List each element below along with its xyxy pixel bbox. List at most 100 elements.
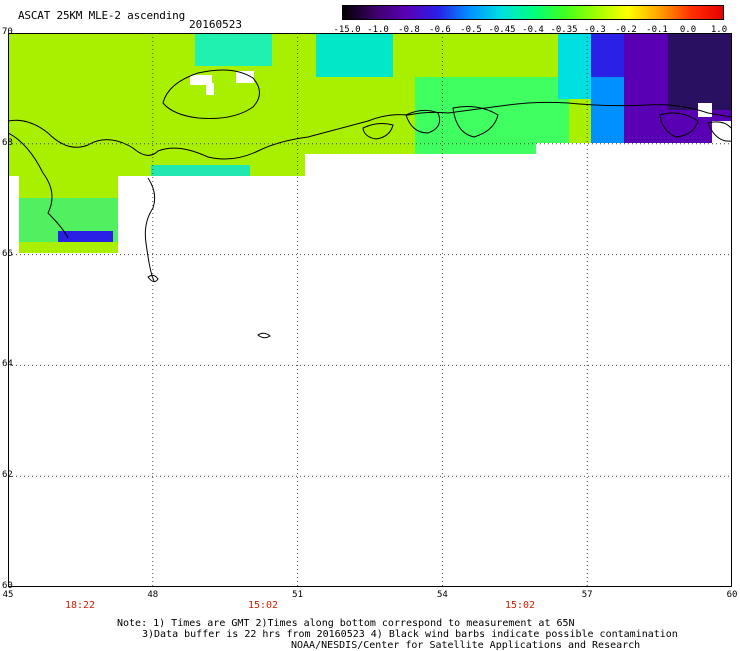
data-cell <box>459 110 470 121</box>
data-cell <box>8 44 19 55</box>
data-cell <box>85 88 96 99</box>
data-cell <box>195 88 206 99</box>
data-cell <box>74 77 85 88</box>
data-cell <box>514 44 525 55</box>
data-cell <box>327 99 338 110</box>
data-cell <box>393 44 404 55</box>
data-cell <box>481 121 492 132</box>
data-cell <box>580 33 591 44</box>
data-cell <box>393 55 404 66</box>
data-cell <box>217 165 228 176</box>
data-cell <box>107 44 118 55</box>
data-cell <box>173 33 184 44</box>
data-cell <box>272 88 283 99</box>
data-cell <box>305 77 316 88</box>
data-cell <box>96 132 107 143</box>
data-cell <box>690 77 701 88</box>
data-cell <box>129 66 140 77</box>
data-cell <box>63 33 74 44</box>
data-cell <box>437 143 448 154</box>
data-cell <box>206 143 217 154</box>
data-cell <box>107 33 118 44</box>
data-cell <box>470 33 481 44</box>
data-cell <box>492 143 503 154</box>
data-cell <box>250 33 261 44</box>
data-cell <box>316 143 327 154</box>
data-cell <box>8 132 19 143</box>
data-cell <box>536 99 547 110</box>
data-cell <box>184 99 195 110</box>
data-cell <box>624 121 635 132</box>
data-cell <box>426 88 437 99</box>
data-cell <box>129 55 140 66</box>
data-cell <box>404 66 415 77</box>
data-cell <box>690 99 701 110</box>
data-cell <box>96 165 107 176</box>
data-cell <box>679 55 690 66</box>
latitude-label: 60 <box>2 581 13 591</box>
data-cell <box>503 77 514 88</box>
data-cell <box>85 33 96 44</box>
data-cell <box>217 110 228 121</box>
data-cell <box>294 165 305 176</box>
data-cell <box>514 132 525 143</box>
data-cell <box>250 66 261 77</box>
data-cell <box>558 55 569 66</box>
data-cell <box>272 66 283 77</box>
data-cell <box>602 66 613 77</box>
data-cell <box>448 66 459 77</box>
data-cell <box>30 77 41 88</box>
data-cell <box>239 143 250 154</box>
data-cell <box>8 154 19 165</box>
data-cell <box>635 55 646 66</box>
data-cell <box>102 231 113 242</box>
data-cell <box>52 77 63 88</box>
data-cell <box>635 66 646 77</box>
data-cell <box>228 88 239 99</box>
data-cell <box>338 44 349 55</box>
data-cell <box>426 55 437 66</box>
data-cell <box>338 99 349 110</box>
data-cell <box>52 66 63 77</box>
data-cell <box>30 99 41 110</box>
data-cell <box>107 220 118 231</box>
data-cell <box>503 121 514 132</box>
data-cell <box>382 121 393 132</box>
data-cell <box>228 132 239 143</box>
data-cell <box>184 44 195 55</box>
data-cell <box>74 242 85 253</box>
data-cell <box>52 242 63 253</box>
data-cell <box>162 99 173 110</box>
data-cell <box>371 66 382 77</box>
data-cell <box>30 44 41 55</box>
data-cell <box>690 44 701 55</box>
data-cell <box>118 99 129 110</box>
data-cell <box>459 44 470 55</box>
colorbar-tick-label: -0.8 <box>398 25 420 35</box>
data-cell <box>723 77 732 88</box>
data-cell <box>371 99 382 110</box>
data-cell <box>371 121 382 132</box>
data-cell <box>360 66 371 77</box>
data-cell <box>52 209 63 220</box>
data-cell <box>316 121 327 132</box>
data-cell <box>624 99 635 110</box>
data-cell <box>294 44 305 55</box>
data-cell <box>41 154 52 165</box>
data-cell <box>393 121 404 132</box>
data-cell <box>107 176 118 187</box>
data-cell <box>250 121 261 132</box>
data-cell <box>338 55 349 66</box>
data-cell <box>272 44 283 55</box>
data-cell <box>206 44 217 55</box>
data-cell <box>107 132 118 143</box>
data-cell <box>162 154 173 165</box>
data-cell <box>162 55 173 66</box>
data-cell <box>261 33 272 44</box>
data-cell <box>547 88 558 99</box>
data-cell <box>448 88 459 99</box>
data-cell <box>426 121 437 132</box>
data-cell <box>151 77 162 88</box>
data-cell <box>239 88 250 99</box>
data-cell <box>327 132 338 143</box>
